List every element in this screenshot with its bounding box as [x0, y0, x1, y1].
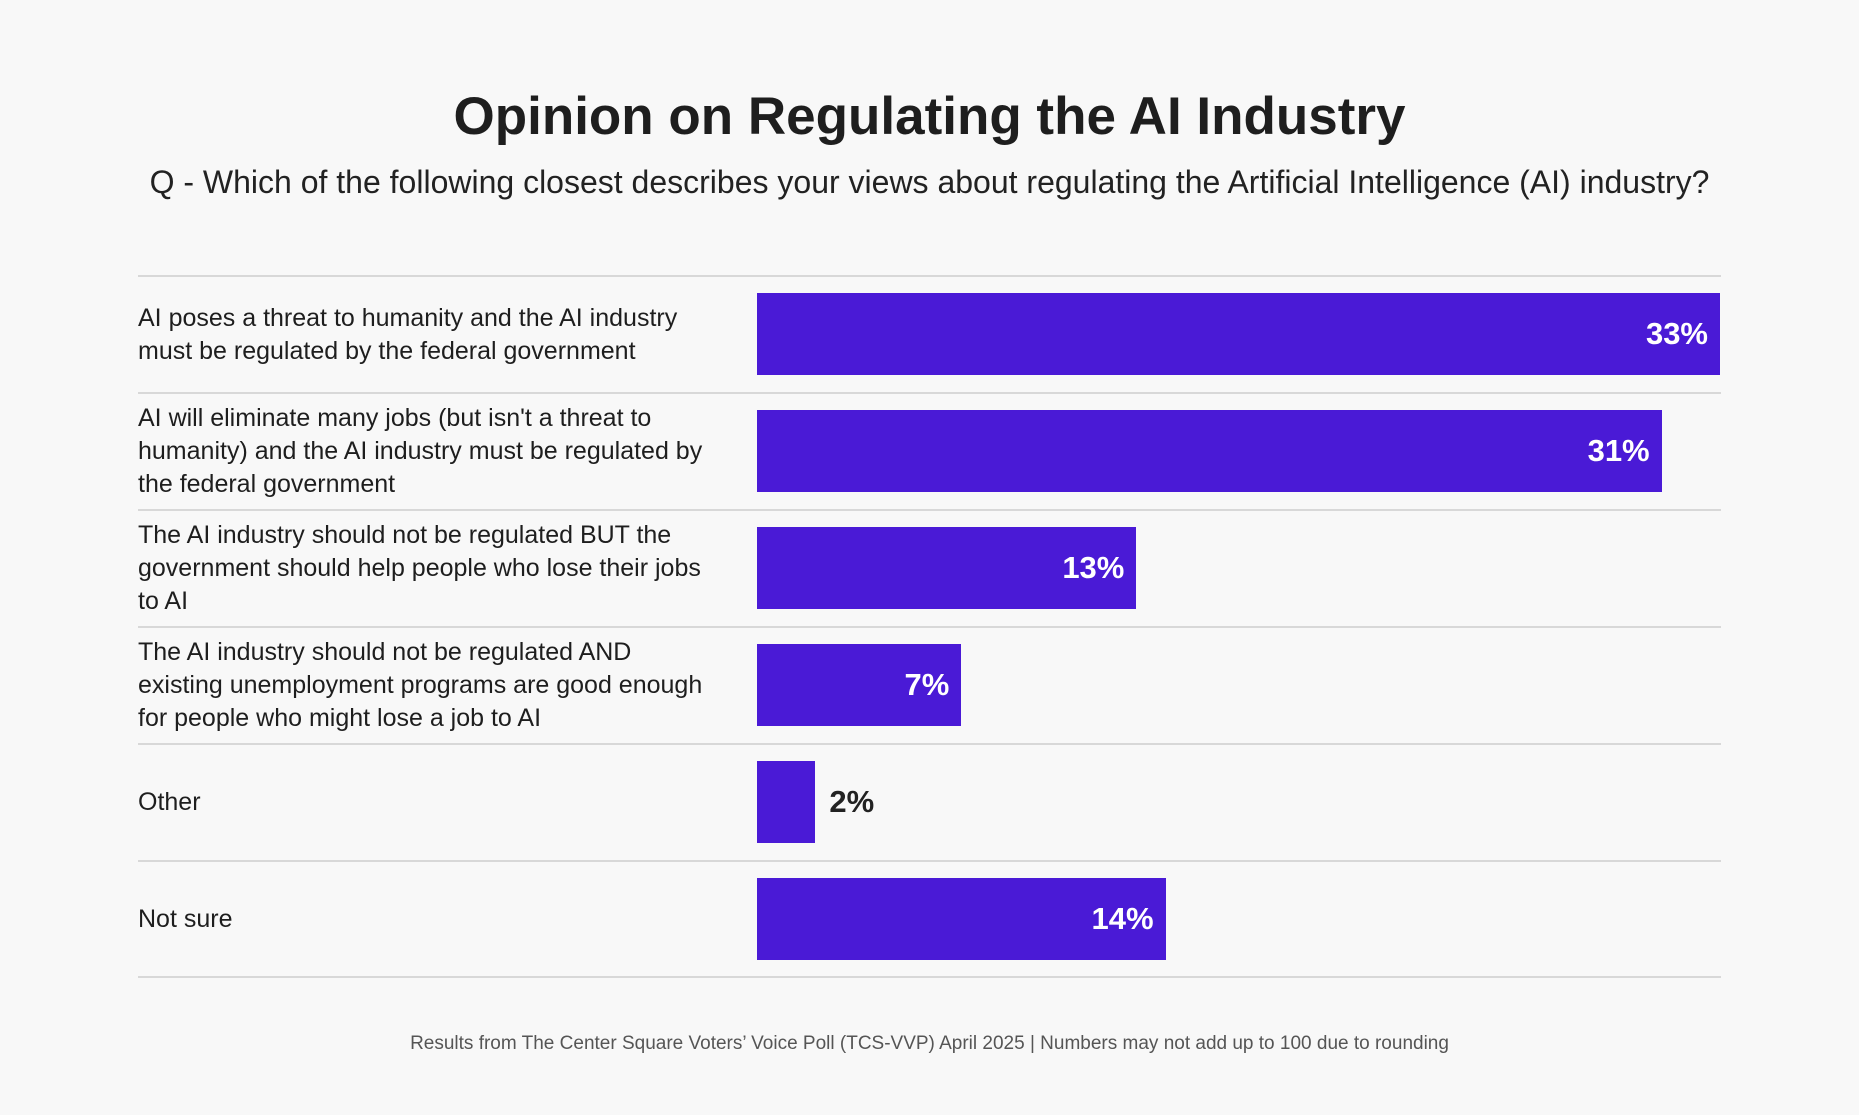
data-label: 33%	[1645, 316, 1708, 351]
bar	[757, 761, 816, 843]
chart-row: AI poses a threat to humanity and the AI…	[138, 275, 1721, 392]
category-label: Not sure	[138, 905, 233, 933]
chart-row: The AI industry should not be regulated …	[138, 509, 1721, 626]
category-label: AI poses a threat to humanity and the AI…	[138, 303, 678, 365]
bar	[757, 293, 1720, 375]
category-label: The AI industry should not be regulated …	[138, 638, 703, 732]
category-label: AI will eliminate many jobs (but isn't a…	[138, 404, 703, 498]
category-label: The AI industry should not be regulated …	[138, 521, 701, 615]
data-label: 7%	[904, 667, 950, 702]
bar	[757, 527, 1137, 609]
data-label: 14%	[1091, 901, 1154, 936]
bar-chart: AI poses a threat to humanity and the AI…	[138, 275, 1721, 978]
chart-row: The AI industry should not be regulated …	[138, 626, 1721, 743]
chart-row: Other 2%	[138, 743, 1721, 860]
footnote: Results from The Center Square Voters’ V…	[410, 1033, 1449, 1054]
chart-subtitle: Q - Which of the following closest descr…	[149, 164, 1710, 200]
bar	[757, 410, 1662, 492]
data-label: 31%	[1587, 433, 1650, 468]
chart-row: AI will eliminate many jobs (but isn't a…	[138, 392, 1721, 509]
chart-title: Opinion on Regulating the AI Industry	[453, 87, 1406, 146]
data-label: 13%	[1062, 550, 1125, 585]
chart-row: Not sure 14%	[138, 860, 1721, 978]
bar	[757, 878, 1166, 960]
data-label: 2%	[829, 784, 875, 819]
category-label: Other	[138, 788, 201, 816]
bar	[757, 644, 962, 726]
